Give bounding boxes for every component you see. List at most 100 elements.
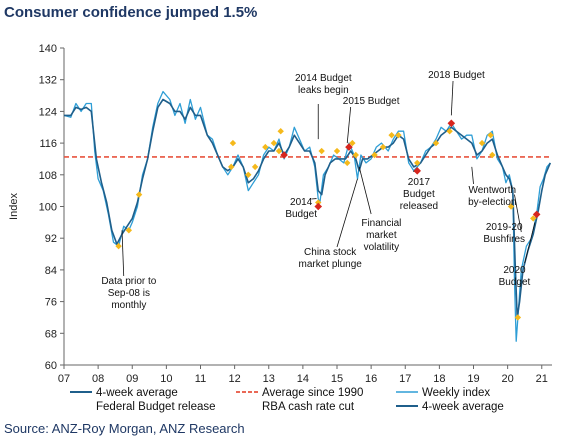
annotation-label: Budget (285, 209, 317, 220)
rba-cut-marker (447, 119, 456, 128)
rba-cut-marker (532, 210, 541, 219)
rba-cut-marker (413, 167, 422, 175)
federal-budget-marker (446, 128, 453, 135)
federal-budget-marker (379, 143, 387, 151)
federal-budget-marker (229, 139, 237, 147)
annotation-label: released (400, 201, 438, 212)
federal-budget-marker (507, 203, 515, 210)
federal-budget-marker (318, 147, 325, 155)
annotation-label: 2015 Budget (343, 96, 400, 107)
source-note: Source: ANZ-Roy Morgan, ANZ Research (4, 421, 245, 436)
federal-budget-marker (277, 128, 284, 135)
x-tick-label: 07 (58, 373, 70, 385)
x-tick-label: 16 (365, 373, 377, 385)
annotation-arrow (358, 166, 372, 215)
federal-budget-marker (245, 171, 252, 178)
annotation-arrow (346, 106, 352, 144)
y-tick-label: 92 (45, 233, 57, 245)
y-tick-label: 116 (39, 138, 57, 150)
federal-budget-marker (115, 242, 122, 250)
annotation-label: 2017 (408, 177, 431, 188)
x-tick-label: 12 (229, 373, 241, 385)
annotation-label: leaks begin (298, 85, 349, 96)
annotation-label: 2014 (290, 197, 313, 208)
four-week-average-line (64, 98, 552, 319)
x-tick-label: 13 (263, 373, 275, 385)
y-tick-label: 68 (45, 328, 57, 340)
annotation-arrow (121, 230, 125, 277)
annotation-label: 2019-20 (486, 222, 523, 233)
federal-budget-marker (315, 199, 322, 206)
annotation-arrow (450, 80, 454, 116)
federal-budget-marker (275, 147, 283, 155)
x-tick-label: 08 (92, 373, 104, 385)
x-tick-label: 14 (297, 373, 309, 385)
y-tick-label: 124 (39, 106, 57, 118)
rba-cut-marker (314, 202, 323, 211)
x-tick-label: 20 (502, 373, 514, 385)
federal-budget-marker (251, 163, 259, 171)
federal-budget-marker (530, 215, 537, 222)
rba-cut-marker (345, 143, 353, 151)
legend-label: Federal Budget release (96, 401, 216, 413)
y-tick-label: 60 (45, 360, 57, 372)
annotation-arrow (524, 222, 536, 264)
annotation-label: Budget (403, 189, 435, 200)
federal-budget-marker (514, 314, 522, 321)
y-tick-label: 76 (45, 297, 57, 309)
federal-budget-marker (489, 151, 496, 159)
x-tick-label: 10 (160, 373, 172, 385)
federal-budget-marker (262, 143, 269, 151)
annotation-label: Financial (361, 218, 401, 229)
federal-budget-marker (352, 151, 359, 159)
annotation-label: by-election (468, 197, 516, 208)
y-tick-label: 84 (45, 265, 57, 277)
annotation-label: 2020 (503, 265, 526, 276)
annotation-label: volatility (364, 242, 400, 253)
federal-budget-marker (135, 191, 143, 198)
x-tick-label: 17 (399, 373, 411, 385)
legend-label: RBA cash rate cut (262, 401, 355, 413)
annotation-label: Bushfires (483, 234, 525, 245)
annotation-label: market (366, 230, 397, 241)
legend-label: Average since 1990 (262, 387, 363, 399)
annotation-label: monthly (111, 300, 146, 311)
legend-label: 4-week average (96, 387, 178, 399)
marker-layer (115, 119, 541, 321)
federal-budget-marker (395, 131, 402, 139)
x-tick-label: 15 (331, 373, 343, 385)
federal-budget-marker (344, 159, 351, 167)
federal-budget-marker (333, 147, 341, 155)
legend: 4-week average Average since 1990 Weekly i… (70, 387, 504, 413)
annotation-label: 2018 Budget (428, 70, 485, 81)
annotation-label: Sep-08 is (108, 288, 150, 299)
x-tick-label: 19 (467, 373, 479, 385)
y-tick-label: 108 (39, 170, 57, 182)
x-tick-label: 18 (433, 373, 445, 385)
federal-budget-marker (371, 151, 378, 159)
annotation-label: market plunge (298, 259, 362, 270)
federal-budget-marker (270, 139, 278, 147)
x-tick-label: 11 (195, 373, 206, 385)
annotation-arrow (336, 178, 358, 248)
legend-label: 4-week average (422, 401, 504, 413)
federal-budget-marker (487, 131, 494, 139)
axis-layer: 60 68 76 84 92 100 108 116 124 132 140 Index 07 08 09 1… (8, 43, 548, 385)
rba-cut-marker (280, 151, 288, 159)
annotation-label: 2014 Budget (295, 73, 352, 84)
x-tick-label: 21 (536, 373, 548, 385)
annotation-label: China stock (304, 247, 357, 258)
federal-budget-marker (432, 139, 440, 147)
annotation-arrow (471, 166, 474, 185)
y-axis-label: Index (8, 193, 20, 220)
federal-budget-marker (388, 131, 395, 139)
x-tick-label: 09 (126, 373, 138, 385)
federal-budget-marker (349, 139, 356, 147)
y-tick-label: 100 (39, 202, 57, 214)
y-tick-label: 140 (39, 43, 57, 55)
chart-title: Consumer confidence jumped 1.5% (4, 4, 258, 21)
annotation-label: Budget (499, 277, 531, 288)
y-tick-label: 132 (39, 75, 57, 87)
